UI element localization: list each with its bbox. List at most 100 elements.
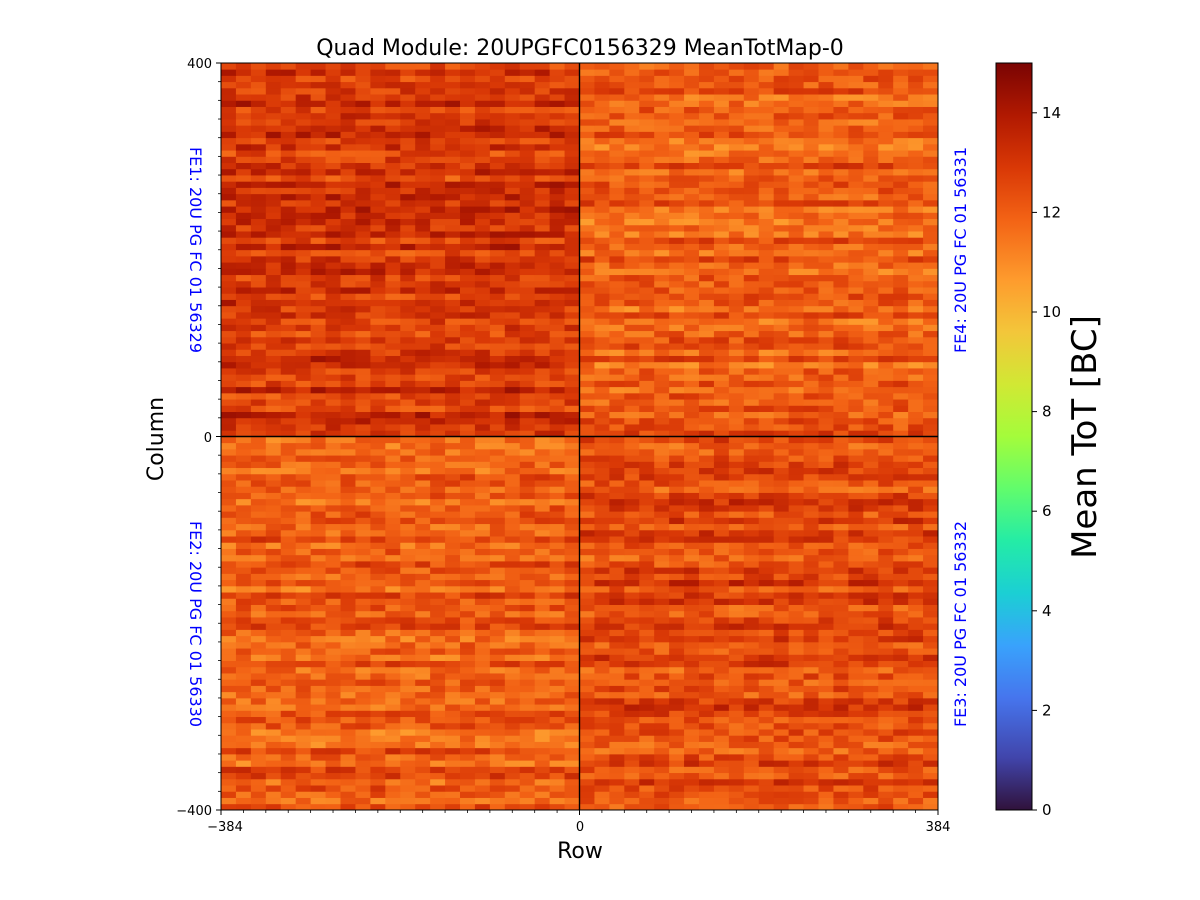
heatmap-cell (848, 766, 864, 774)
heatmap-cell (654, 87, 670, 95)
heatmap-cell (489, 461, 506, 469)
heatmap-cell (221, 199, 237, 207)
heatmap-cell (310, 206, 326, 213)
heatmap-cell (564, 573, 580, 581)
heatmap-cell (460, 480, 476, 487)
heatmap-cell (743, 218, 760, 226)
heatmap-cell (340, 343, 356, 350)
heatmap-cell (758, 75, 775, 83)
heatmap-cell (519, 156, 536, 164)
heatmap-cell (713, 212, 730, 220)
heatmap-cell (460, 430, 476, 437)
heatmap-cell (564, 405, 580, 413)
heatmap-cell (325, 554, 341, 562)
heatmap-cell (684, 330, 700, 338)
heatmap-cell (504, 224, 521, 232)
heatmap-cell (430, 100, 446, 107)
heatmap-cell (370, 143, 386, 151)
heatmap-cell (863, 287, 879, 294)
heatmap-cell (250, 492, 267, 500)
heatmap-cell (235, 336, 252, 344)
heatmap-cell (370, 598, 386, 605)
heatmap-cell (400, 112, 416, 120)
heatmap-cell (803, 722, 819, 730)
heatmap-cell (250, 592, 267, 599)
heatmap-cell (445, 287, 461, 294)
heatmap-cell (325, 442, 341, 450)
heatmap-cell (654, 312, 670, 319)
heatmap-cell (355, 436, 371, 444)
heatmap-cell (833, 673, 849, 680)
heatmap-cell (669, 81, 685, 89)
heatmap-cell (803, 312, 819, 319)
heatmap-cell (564, 592, 580, 599)
heatmap-cell (445, 280, 461, 288)
heatmap-cell (639, 255, 655, 263)
heatmap-cell (549, 392, 565, 400)
heatmap-cell (370, 629, 386, 637)
heatmap-cell (564, 125, 580, 132)
heatmap-cell (250, 529, 267, 537)
heatmap-cell (504, 231, 521, 238)
heatmap-cell (788, 318, 804, 325)
heatmap-cell (579, 411, 595, 419)
heatmap-cell (295, 324, 312, 332)
heatmap-cell (235, 237, 252, 244)
heatmap-cell (624, 206, 640, 213)
heatmap-cell (295, 380, 312, 388)
heatmap-cell (654, 218, 670, 226)
heatmap-cell (579, 287, 595, 294)
heatmap-cell (310, 268, 326, 276)
heatmap-cell (669, 660, 685, 668)
heatmap-cell (863, 654, 879, 662)
heatmap-cell (923, 747, 939, 755)
heatmap-cell (445, 100, 461, 107)
heatmap-cell (474, 623, 491, 630)
heatmap-cell (669, 106, 685, 114)
heatmap-cell (385, 100, 401, 107)
heatmap-cell (863, 785, 879, 792)
heatmap-cell (265, 168, 282, 176)
heatmap-cell (340, 106, 356, 114)
heatmap-cell (893, 791, 909, 798)
heatmap-cell (445, 517, 461, 525)
heatmap-cell (295, 193, 312, 201)
heatmap-cell (415, 131, 431, 139)
heatmap-cell (564, 654, 580, 662)
heatmap-cell (385, 785, 401, 792)
heatmap-cell (430, 517, 446, 525)
heatmap-cell (385, 760, 401, 767)
heatmap-cell (758, 206, 775, 213)
heatmap-cell (713, 654, 730, 662)
heatmap-cell (250, 399, 267, 406)
heatmap-cell (564, 386, 580, 394)
heatmap-cell (728, 100, 745, 107)
heatmap-cell (594, 255, 610, 263)
heatmap-cell (325, 610, 341, 618)
heatmap-cell (355, 106, 371, 114)
heatmap-cell (624, 156, 640, 164)
heatmap-cell (594, 710, 610, 718)
heatmap-cell (728, 392, 745, 400)
heatmap-cell (624, 255, 640, 263)
heatmap-cell (325, 399, 341, 406)
heatmap-cell (773, 318, 790, 325)
heatmap-cell (848, 330, 864, 338)
heatmap-cell (430, 791, 446, 798)
heatmap-cell (430, 561, 446, 568)
heatmap-cell (310, 504, 326, 512)
heatmap-cell (773, 716, 790, 724)
heatmap-cell (265, 797, 282, 805)
heatmap-cell (474, 753, 491, 761)
heatmap-cell (564, 455, 580, 462)
heatmap-cell (221, 797, 237, 805)
heatmap-cell (280, 243, 297, 251)
heatmap-cell (773, 760, 790, 767)
heatmap-cell (235, 504, 252, 512)
heatmap-cell (340, 380, 356, 388)
heatmap-cell (818, 81, 834, 89)
heatmap-cell (654, 305, 670, 313)
heatmap-cell (340, 368, 356, 375)
heatmap-cell (280, 579, 297, 587)
heatmap-cell (519, 262, 536, 269)
